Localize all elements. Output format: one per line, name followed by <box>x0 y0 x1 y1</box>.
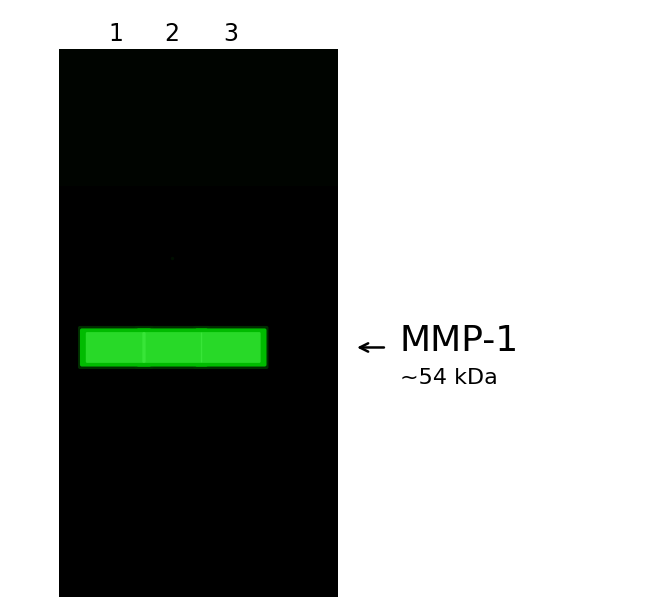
Bar <box>58 49 338 186</box>
FancyBboxPatch shape <box>142 332 202 363</box>
FancyBboxPatch shape <box>193 326 268 369</box>
FancyBboxPatch shape <box>201 332 261 363</box>
FancyBboxPatch shape <box>136 328 208 367</box>
FancyBboxPatch shape <box>195 328 266 367</box>
Text: 1: 1 <box>109 22 123 46</box>
Text: ~54 kDa: ~54 kDa <box>400 368 497 388</box>
Text: 3: 3 <box>223 22 239 46</box>
FancyBboxPatch shape <box>78 326 153 369</box>
Bar <box>58 49 338 597</box>
Text: MMP-1: MMP-1 <box>400 324 519 359</box>
Text: 2: 2 <box>164 22 180 46</box>
FancyBboxPatch shape <box>80 328 151 367</box>
FancyBboxPatch shape <box>86 332 146 363</box>
FancyBboxPatch shape <box>135 326 210 369</box>
